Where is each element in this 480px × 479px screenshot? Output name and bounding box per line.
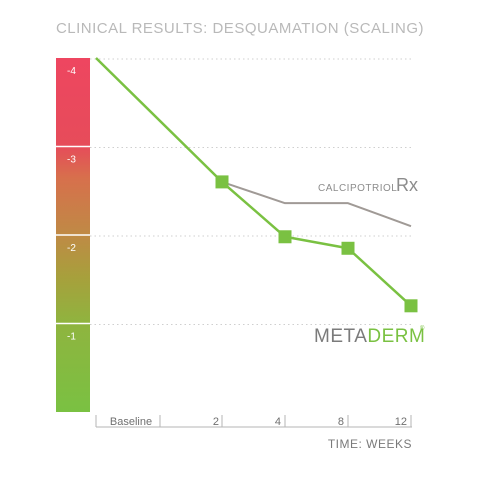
y-band-label: -1 — [67, 332, 76, 343]
x-tick-label: Baseline — [110, 416, 152, 428]
metaderm-legend: METADERM ® — [314, 325, 425, 347]
metaderm-point — [215, 175, 229, 189]
calcipotriol-legend: CALCIPOTRIOL Rx — [318, 175, 418, 195]
calcipotriol-label: CALCIPOTRIOL — [318, 183, 397, 194]
calcipotriol-line — [221, 180, 412, 228]
x-axis: Baseline 2 4 8 12 — [95, 415, 412, 428]
registered-mark: ® — [420, 325, 425, 332]
x-tick-label: 2 — [213, 416, 219, 428]
chart-title: CLINICAL RESULTS: DESQUAMATION (SCALING) — [55, 20, 425, 37]
x-tick-label: 12 — [395, 416, 407, 428]
metaderm-part2: DERM — [367, 326, 425, 347]
y-scale-dividers — [56, 145, 90, 325]
y-band-label: -3 — [67, 155, 76, 166]
x-tick-label: 4 — [275, 416, 281, 428]
metaderm-line — [95, 57, 412, 307]
y-scale-labels: -4 -3 -2 -1 — [67, 66, 76, 343]
metaderm-point — [278, 230, 292, 244]
series-layer — [95, 57, 418, 313]
metaderm-point — [404, 299, 418, 313]
metaderm-logo: METADERM — [314, 326, 425, 347]
x-tick-label: 8 — [338, 416, 344, 428]
y-band-label: -4 — [67, 66, 76, 77]
metaderm-point — [341, 241, 355, 255]
y-band-label: -2 — [67, 243, 76, 254]
rx-mark: Rx — [396, 175, 418, 195]
metaderm-part1: META — [314, 326, 367, 347]
x-axis-title: TIME: WEEKS — [328, 437, 412, 451]
